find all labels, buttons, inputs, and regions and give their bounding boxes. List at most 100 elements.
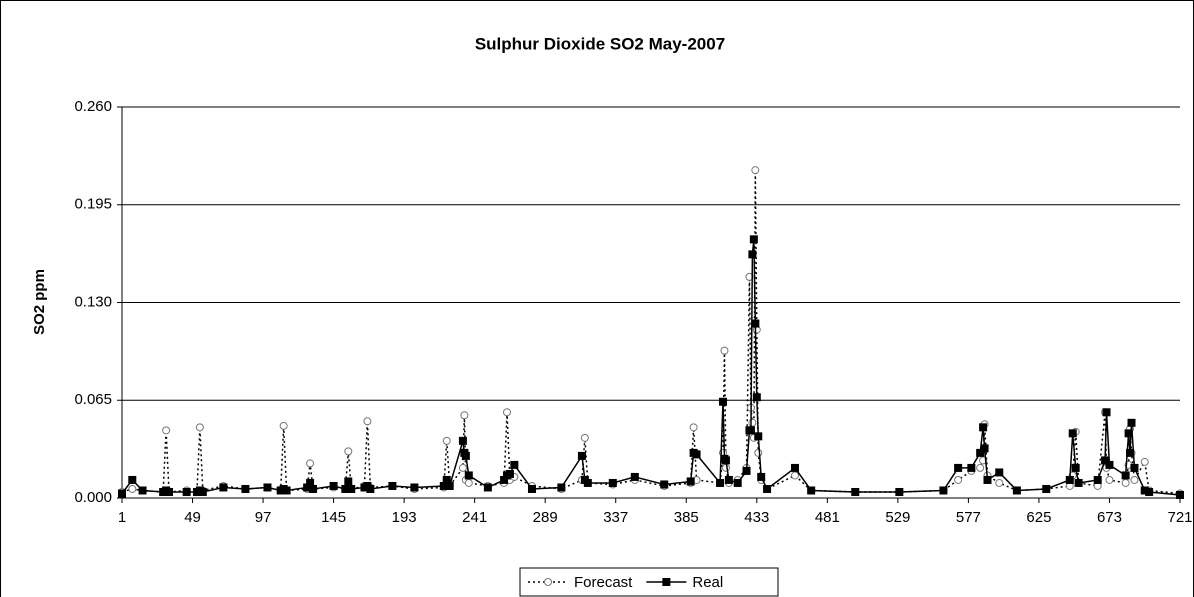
point <box>128 484 137 493</box>
point <box>458 463 467 472</box>
point <box>344 447 353 456</box>
point <box>976 448 985 457</box>
point <box>1121 478 1130 487</box>
point <box>752 393 761 402</box>
point <box>442 436 451 445</box>
point <box>660 480 669 489</box>
point <box>751 319 760 328</box>
point <box>851 487 860 496</box>
point <box>754 448 763 457</box>
x-tick-label: 577 <box>956 509 981 526</box>
x-tick-label: 529 <box>885 509 910 526</box>
x-tick-label: 433 <box>744 509 769 526</box>
point <box>347 484 356 493</box>
point <box>995 478 1004 487</box>
x-tick-label: 721 <box>1167 509 1192 526</box>
point <box>1121 471 1130 480</box>
x-tick-label: 241 <box>462 509 487 526</box>
point <box>306 459 315 468</box>
point <box>557 483 566 492</box>
point <box>807 486 816 495</box>
point <box>976 463 985 472</box>
point <box>279 421 288 430</box>
point <box>510 460 519 469</box>
point <box>1093 475 1102 484</box>
legend-marker <box>662 578 671 586</box>
x-tick-label: 481 <box>815 509 840 526</box>
point <box>724 475 733 484</box>
point <box>720 346 729 355</box>
x-tick-label: 49 <box>184 509 201 526</box>
point <box>689 423 698 432</box>
point <box>1105 460 1114 469</box>
point <box>198 487 207 496</box>
point <box>895 487 904 496</box>
y-tick-label: 0.000 <box>74 489 112 506</box>
point <box>721 456 730 465</box>
x-tick-label: 337 <box>603 509 628 526</box>
point <box>1012 486 1021 495</box>
x-tick-label: 1 <box>118 509 126 526</box>
legend-label: Forecast <box>574 574 633 591</box>
legend-marker <box>544 578 552 586</box>
point <box>719 397 728 406</box>
point <box>282 486 291 495</box>
point <box>195 423 204 432</box>
point <box>344 477 353 486</box>
point <box>165 487 174 496</box>
point <box>748 418 757 427</box>
point <box>757 472 766 481</box>
point <box>742 466 751 475</box>
point <box>954 475 963 484</box>
point <box>309 484 318 493</box>
point <box>464 471 473 480</box>
point <box>505 469 514 478</box>
point <box>128 475 137 484</box>
legend-label: Real <box>692 574 723 591</box>
point <box>388 481 397 490</box>
point <box>716 478 725 487</box>
x-tick-label: 289 <box>533 509 558 526</box>
point <box>608 478 617 487</box>
point <box>630 472 639 481</box>
point <box>580 433 589 442</box>
point <box>162 426 171 435</box>
point <box>1065 475 1074 484</box>
point <box>1145 487 1154 496</box>
point <box>980 444 989 453</box>
point <box>263 483 272 492</box>
x-tick-label: 385 <box>674 509 699 526</box>
point <box>577 451 586 460</box>
x-tick-label: 673 <box>1097 509 1122 526</box>
x-tick-label: 145 <box>321 509 346 526</box>
point <box>445 481 454 490</box>
point <box>746 426 755 435</box>
point <box>967 463 976 472</box>
point <box>1042 484 1051 493</box>
point <box>1126 448 1135 457</box>
point <box>791 471 800 480</box>
point <box>1176 490 1184 499</box>
x-tick-label: 97 <box>255 509 272 526</box>
x-tick-label: 625 <box>1026 509 1051 526</box>
point <box>1127 418 1136 427</box>
point <box>979 423 988 432</box>
point <box>502 408 511 417</box>
point <box>751 166 760 175</box>
point <box>483 483 492 492</box>
point <box>460 411 469 420</box>
point <box>1140 457 1149 466</box>
point <box>219 483 228 492</box>
point <box>1124 429 1133 438</box>
x-tick-label: 193 <box>392 509 417 526</box>
point <box>329 481 338 490</box>
y-axis-label: SO2 ppm <box>31 269 48 335</box>
point <box>1101 456 1110 465</box>
y-tick-label: 0.130 <box>74 293 112 310</box>
point <box>527 484 536 493</box>
point <box>686 477 695 486</box>
point <box>1130 463 1139 472</box>
point <box>748 250 757 259</box>
point <box>583 478 592 487</box>
